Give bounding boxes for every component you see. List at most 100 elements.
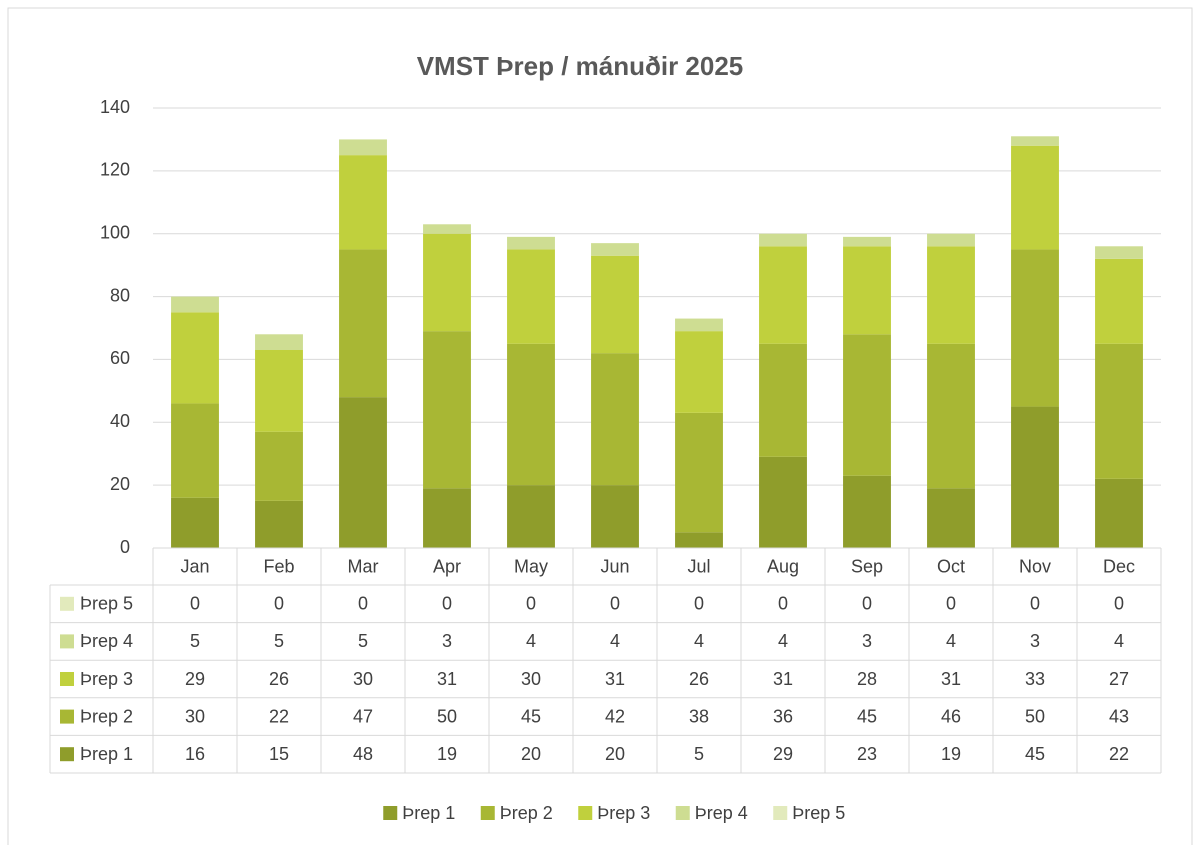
table-value: 27 (1109, 669, 1129, 689)
bar-segment (255, 350, 303, 432)
bar-segment (1011, 406, 1059, 548)
table-value: 29 (185, 669, 205, 689)
y-tick-label: 120 (100, 160, 130, 180)
table-value: 22 (1109, 744, 1129, 764)
table-value: 16 (185, 744, 205, 764)
table-value: 42 (605, 706, 625, 726)
table-value: 0 (1030, 594, 1040, 614)
legend-key (578, 806, 593, 820)
table-value: 29 (773, 744, 793, 764)
bar-segment (759, 246, 807, 344)
bar-segment (675, 532, 723, 548)
table-value: 4 (610, 631, 620, 651)
table-value: 50 (1025, 706, 1045, 726)
x-tick-label: Dec (1103, 556, 1135, 576)
table-value: 5 (694, 744, 704, 764)
table-legend-key (60, 634, 74, 649)
table-value: 0 (442, 594, 452, 614)
bar-segment (759, 343, 807, 457)
table-value: 26 (689, 669, 709, 689)
table-value: 20 (605, 744, 625, 764)
bar-segment (339, 155, 387, 250)
table-value: 48 (353, 744, 373, 764)
bar-segment (927, 233, 975, 247)
table-value: 22 (269, 706, 289, 726)
legend-key (773, 806, 788, 820)
legend-label: Þrep 5 (792, 803, 845, 823)
table-value: 50 (437, 706, 457, 726)
bar-segment (1095, 246, 1143, 259)
table-value: 38 (689, 706, 709, 726)
table-value: 15 (269, 744, 289, 764)
table-value: 31 (437, 669, 457, 689)
bar-segment (423, 233, 471, 332)
table-value: 23 (857, 744, 877, 764)
table-value: 0 (358, 594, 368, 614)
legend-label: Þrep 4 (695, 803, 748, 823)
table-series-name: Þrep 4 (80, 631, 133, 651)
x-tick-label: Nov (1019, 556, 1051, 576)
bar-segment (255, 334, 303, 350)
bar-segment (675, 318, 723, 332)
table-value: 0 (190, 594, 200, 614)
bar-segment (591, 485, 639, 548)
bar-segment (1011, 249, 1059, 407)
table-value: 3 (1030, 631, 1040, 651)
table-series-name: Þrep 2 (80, 706, 133, 726)
bar-segment (927, 246, 975, 344)
table-legend-key (60, 709, 74, 724)
table-value: 5 (274, 631, 284, 651)
table-value: 19 (437, 744, 457, 764)
bar-segment (675, 412, 723, 533)
x-tick-label: Sep (851, 556, 883, 576)
bar-segment (675, 331, 723, 413)
bar-segment (1095, 343, 1143, 479)
legend-label: Þrep 3 (597, 803, 650, 823)
x-tick-label: Jan (180, 556, 209, 576)
table-value: 28 (857, 669, 877, 689)
table-value: 31 (773, 669, 793, 689)
x-tick-label: Jun (600, 556, 629, 576)
bar-segment (171, 296, 219, 313)
bar-segment (927, 343, 975, 489)
table-value: 45 (857, 706, 877, 726)
bar-segment (171, 497, 219, 548)
table-value: 20 (521, 744, 541, 764)
table-value: 0 (694, 594, 704, 614)
bar-segment (255, 431, 303, 501)
chart-title: VMST Þrep / mánuðir 2025 (417, 51, 744, 81)
y-tick-label: 60 (110, 348, 130, 368)
table-value: 5 (190, 631, 200, 651)
bar-segment (591, 243, 639, 256)
table-value: 0 (274, 594, 284, 614)
table-value: 4 (778, 631, 788, 651)
y-tick-label: 80 (110, 285, 130, 305)
y-tick-label: 40 (110, 411, 130, 431)
x-tick-label: Jul (687, 556, 710, 576)
table-legend-key (60, 747, 74, 762)
bar-segment (843, 334, 891, 476)
table-value: 43 (1109, 706, 1129, 726)
legend-key (480, 806, 495, 820)
bar-segment (1095, 258, 1143, 344)
table-value: 0 (862, 594, 872, 614)
table-value: 0 (778, 594, 788, 614)
bar-segment (759, 233, 807, 247)
legend-key (383, 806, 398, 820)
table-legend-key (60, 672, 74, 686)
legend-key (675, 806, 690, 820)
bar-segment (423, 488, 471, 548)
table-value: 31 (941, 669, 961, 689)
bar-segment (339, 249, 387, 398)
table-value: 4 (694, 631, 704, 651)
table-value: 4 (946, 631, 956, 651)
table-value: 31 (605, 669, 625, 689)
table-value: 4 (526, 631, 536, 651)
table-value: 33 (1025, 669, 1045, 689)
table-value: 0 (610, 594, 620, 614)
table-value: 45 (1025, 744, 1045, 764)
bar-segment (927, 488, 975, 548)
y-tick-label: 0 (120, 537, 130, 557)
legend-label: Þrep 1 (402, 803, 455, 823)
